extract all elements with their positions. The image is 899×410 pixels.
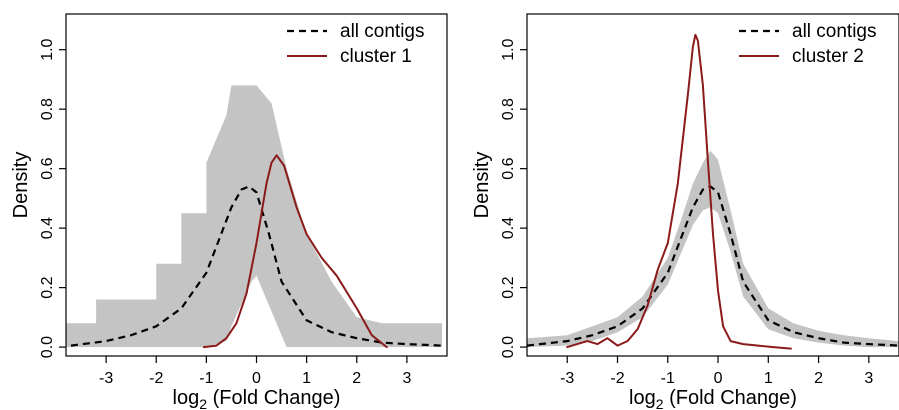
- x-tick-label: -1: [661, 370, 675, 387]
- x-tick-label: -2: [610, 370, 624, 387]
- legend-label: cluster 1: [340, 46, 412, 67]
- x-tick-label: -1: [199, 370, 213, 387]
- y-tick-label: 0.8: [39, 98, 56, 120]
- legend-label: all contigs: [340, 21, 425, 42]
- y-tick-label: 1.0: [39, 38, 56, 60]
- x-tick-label: 1: [764, 370, 773, 387]
- x-axis-label-rest: (Fold Change): [664, 387, 797, 409]
- x-tick-label: 0: [714, 370, 723, 387]
- x-axis-label: log2 (Fold Change): [173, 387, 341, 410]
- y-tick-label: 0.4: [500, 217, 517, 239]
- plot-area: [527, 33, 899, 350]
- x-tick-label: 3: [402, 370, 411, 387]
- x-tick-label: -3: [560, 370, 574, 387]
- x-axis-label-rest: (Fold Change): [207, 387, 340, 409]
- x-tick-label: -2: [149, 370, 163, 387]
- y-tick-label: 0.6: [39, 157, 56, 179]
- confidence-band: [527, 150, 899, 348]
- y-tick-label: 0.6: [500, 157, 517, 179]
- all-contigs-line: [70, 185, 443, 347]
- x-tick-label: 2: [352, 370, 361, 387]
- x-tick-label: 1: [302, 370, 311, 387]
- y-tick-label: 0.0: [39, 336, 56, 358]
- y-tick-label: 0.4: [39, 217, 56, 239]
- confidence-band: [66, 85, 442, 348]
- x-axis-label-log: log: [629, 387, 656, 409]
- x-axis-label-subscript: 2: [656, 396, 664, 410]
- y-tick-label: 1.0: [500, 38, 517, 60]
- all-contigs-line: [527, 185, 899, 347]
- plot-area: [66, 85, 443, 349]
- y-tick-label: 0.8: [500, 98, 517, 120]
- density-panel-cluster-1: -3 -2 -1 0 1 2 3 0.0 0.2 0.4 0.6 0.8 1.0 Density log2 …: [10, 13, 448, 410]
- legend-label: cluster 2: [792, 46, 864, 67]
- x-tick-label: -3: [99, 370, 113, 387]
- x-axis-label: log2 (Fold Change): [629, 387, 797, 410]
- legend-label: all contigs: [792, 21, 877, 42]
- density-panel-cluster-2: -3 -2 -1 0 1 2 3 0.0 0.2 0.4 0.6 0.8 1.0 Density log2 …: [471, 13, 899, 410]
- y-tick-label: 0.0: [500, 336, 517, 358]
- y-axis-label: Density: [10, 152, 32, 219]
- y-tick-label: 0.2: [500, 276, 517, 298]
- y-tick-label: 0.2: [39, 276, 56, 298]
- x-axis-label-subscript: 2: [199, 396, 207, 410]
- x-tick-label: 3: [864, 370, 873, 387]
- y-axis-label: Density: [471, 152, 493, 219]
- x-tick-label: 2: [814, 370, 823, 387]
- plot-frame: [526, 13, 899, 357]
- cluster-line: [202, 154, 388, 349]
- cluster-line: [566, 33, 792, 350]
- x-axis-label-log: log: [173, 387, 200, 409]
- x-tick-label: 0: [252, 370, 261, 387]
